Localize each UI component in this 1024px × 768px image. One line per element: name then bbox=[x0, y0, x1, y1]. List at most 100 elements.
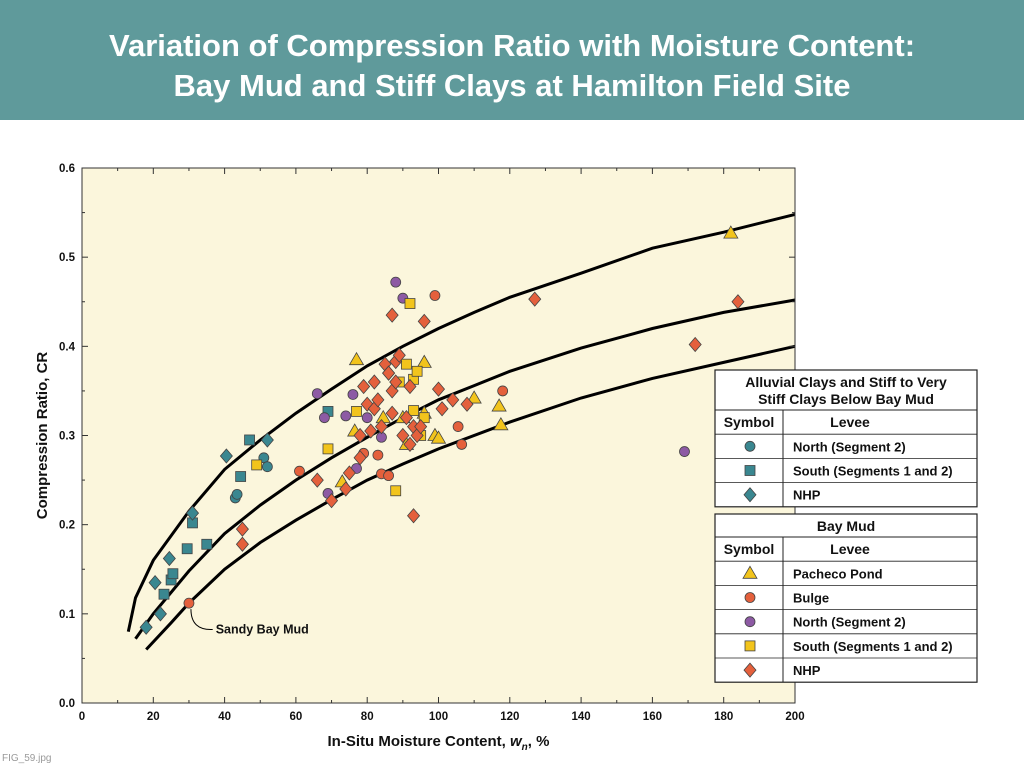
data-point-square bbox=[418, 412, 430, 424]
data-point-diamond bbox=[403, 436, 417, 453]
data-point-square bbox=[158, 588, 170, 600]
data-point-triangle bbox=[466, 390, 482, 404]
legend-item-label: North (Segment 2) bbox=[793, 439, 906, 454]
legend-symbol-circle bbox=[744, 440, 756, 452]
data-point-diamond bbox=[688, 336, 702, 353]
data-point-square bbox=[201, 538, 213, 550]
legend-title: Bay Mud bbox=[817, 518, 875, 534]
x-tick-label: 40 bbox=[218, 711, 231, 723]
annotation-leader-line bbox=[190, 609, 213, 630]
data-point-diamond bbox=[399, 410, 413, 426]
data-point-diamond bbox=[371, 392, 385, 408]
x-axis-label-subscript: n bbox=[522, 742, 528, 753]
data-point-diamond bbox=[414, 418, 428, 435]
data-point-triangle bbox=[430, 430, 447, 444]
x-axis-label-text: In-Situ Moisture Content, bbox=[328, 733, 510, 750]
legend-symbol-square bbox=[744, 465, 756, 476]
legend-header-symbol: Symbol bbox=[724, 414, 775, 430]
data-point-diamond bbox=[353, 427, 367, 444]
data-point-diamond bbox=[460, 396, 474, 412]
x-tick-label: 20 bbox=[147, 711, 160, 723]
data-point-circle bbox=[361, 412, 373, 424]
data-point-diamond bbox=[392, 347, 406, 363]
slide-title-line-1: Variation of Compression Ratio with Mois… bbox=[108, 28, 916, 63]
data-point-circle bbox=[311, 388, 323, 399]
y-tick-label: 0.6 bbox=[59, 163, 75, 175]
data-point-circle bbox=[372, 449, 384, 461]
data-point-triangle bbox=[491, 398, 507, 412]
data-point-square bbox=[411, 365, 423, 377]
data-point-diamond bbox=[310, 472, 324, 488]
data-point-circle bbox=[456, 439, 468, 450]
data-point-diamond bbox=[339, 481, 353, 497]
data-point-diamond bbox=[185, 505, 200, 521]
data-points bbox=[139, 225, 745, 635]
x-axis-label-unit: , % bbox=[528, 733, 550, 750]
data-point-diamond bbox=[403, 378, 417, 395]
legend-item-label: North (Segment 2) bbox=[793, 615, 906, 630]
data-point-diamond bbox=[219, 448, 233, 464]
data-point-diamond bbox=[407, 508, 421, 524]
legend-symbol-circle bbox=[744, 616, 756, 628]
data-point-square bbox=[181, 543, 193, 555]
data-point-diamond bbox=[325, 492, 339, 509]
data-point-square bbox=[322, 443, 334, 455]
x-tick-label: 160 bbox=[643, 711, 662, 723]
data-point-square bbox=[408, 405, 419, 416]
legend-symbol-circle bbox=[744, 592, 756, 603]
data-point-square bbox=[235, 471, 247, 482]
data-point-diamond bbox=[353, 450, 367, 466]
data-point-circle bbox=[390, 276, 402, 288]
data-point-diamond bbox=[260, 432, 274, 448]
x-tick-label: 80 bbox=[361, 711, 374, 723]
data-point-diamond bbox=[374, 418, 388, 435]
title-banner bbox=[0, 0, 1024, 120]
data-point-circle bbox=[231, 488, 243, 500]
x-tick-label: 60 bbox=[290, 711, 303, 723]
data-point-circle bbox=[429, 290, 441, 301]
data-point-circle bbox=[497, 385, 509, 397]
y-tick-label: 0.1 bbox=[59, 609, 76, 621]
data-point-square bbox=[390, 485, 402, 497]
legend-title: Stiff Clays Below Bay Mud bbox=[758, 391, 934, 407]
y-tick-label: 0.3 bbox=[59, 431, 75, 443]
data-point-square bbox=[404, 298, 416, 309]
data-point-diamond bbox=[731, 294, 745, 310]
data-point-diamond bbox=[139, 619, 153, 635]
data-point-circle bbox=[452, 421, 464, 432]
x-axis-label: In-Situ Moisture Content, wn, % bbox=[328, 733, 550, 753]
data-point-circle bbox=[347, 389, 359, 400]
data-point-diamond bbox=[367, 374, 381, 390]
legend-header-levee: Levee bbox=[830, 414, 870, 430]
data-point-triangle bbox=[416, 354, 432, 368]
data-point-circle bbox=[340, 410, 352, 422]
data-point-circle bbox=[294, 465, 305, 477]
data-point-diamond bbox=[235, 536, 249, 552]
legend-item-label: Pacheco Pond bbox=[793, 566, 883, 581]
data-point-diamond bbox=[431, 381, 446, 397]
legend-symbol-triangle bbox=[742, 565, 758, 579]
data-point-diamond bbox=[396, 427, 410, 444]
legend-item-label: NHP bbox=[793, 663, 821, 678]
data-point-diamond bbox=[385, 405, 399, 421]
y-tick-label: 0.2 bbox=[59, 520, 75, 532]
x-tick-label: 100 bbox=[429, 711, 448, 723]
data-point-circle bbox=[183, 597, 195, 609]
legend-item-label: Bulge bbox=[793, 591, 829, 606]
data-point-diamond bbox=[148, 575, 162, 591]
axes: 0 20 40 60 80 100 120 140 160 180 200 0.0 0.1 0.2 0.3 0… bbox=[59, 163, 805, 723]
y-tick-label: 0.5 bbox=[59, 252, 76, 264]
annotation-layer: Sandy Bay Mud bbox=[190, 609, 309, 636]
data-point-diamond bbox=[235, 521, 249, 537]
envelope-curve-1 bbox=[126, 212, 796, 633]
data-point-circle bbox=[383, 470, 394, 482]
x-axis-label-variable: w bbox=[510, 733, 523, 750]
data-point-diamond bbox=[446, 392, 460, 408]
data-point-diamond bbox=[364, 423, 378, 439]
x-tick-label: 180 bbox=[714, 711, 733, 723]
annotation-label: Sandy Bay Mud bbox=[216, 622, 309, 636]
legend-symbol-diamond bbox=[743, 487, 757, 503]
data-point-diamond bbox=[357, 378, 371, 395]
data-point-circle bbox=[679, 446, 690, 457]
